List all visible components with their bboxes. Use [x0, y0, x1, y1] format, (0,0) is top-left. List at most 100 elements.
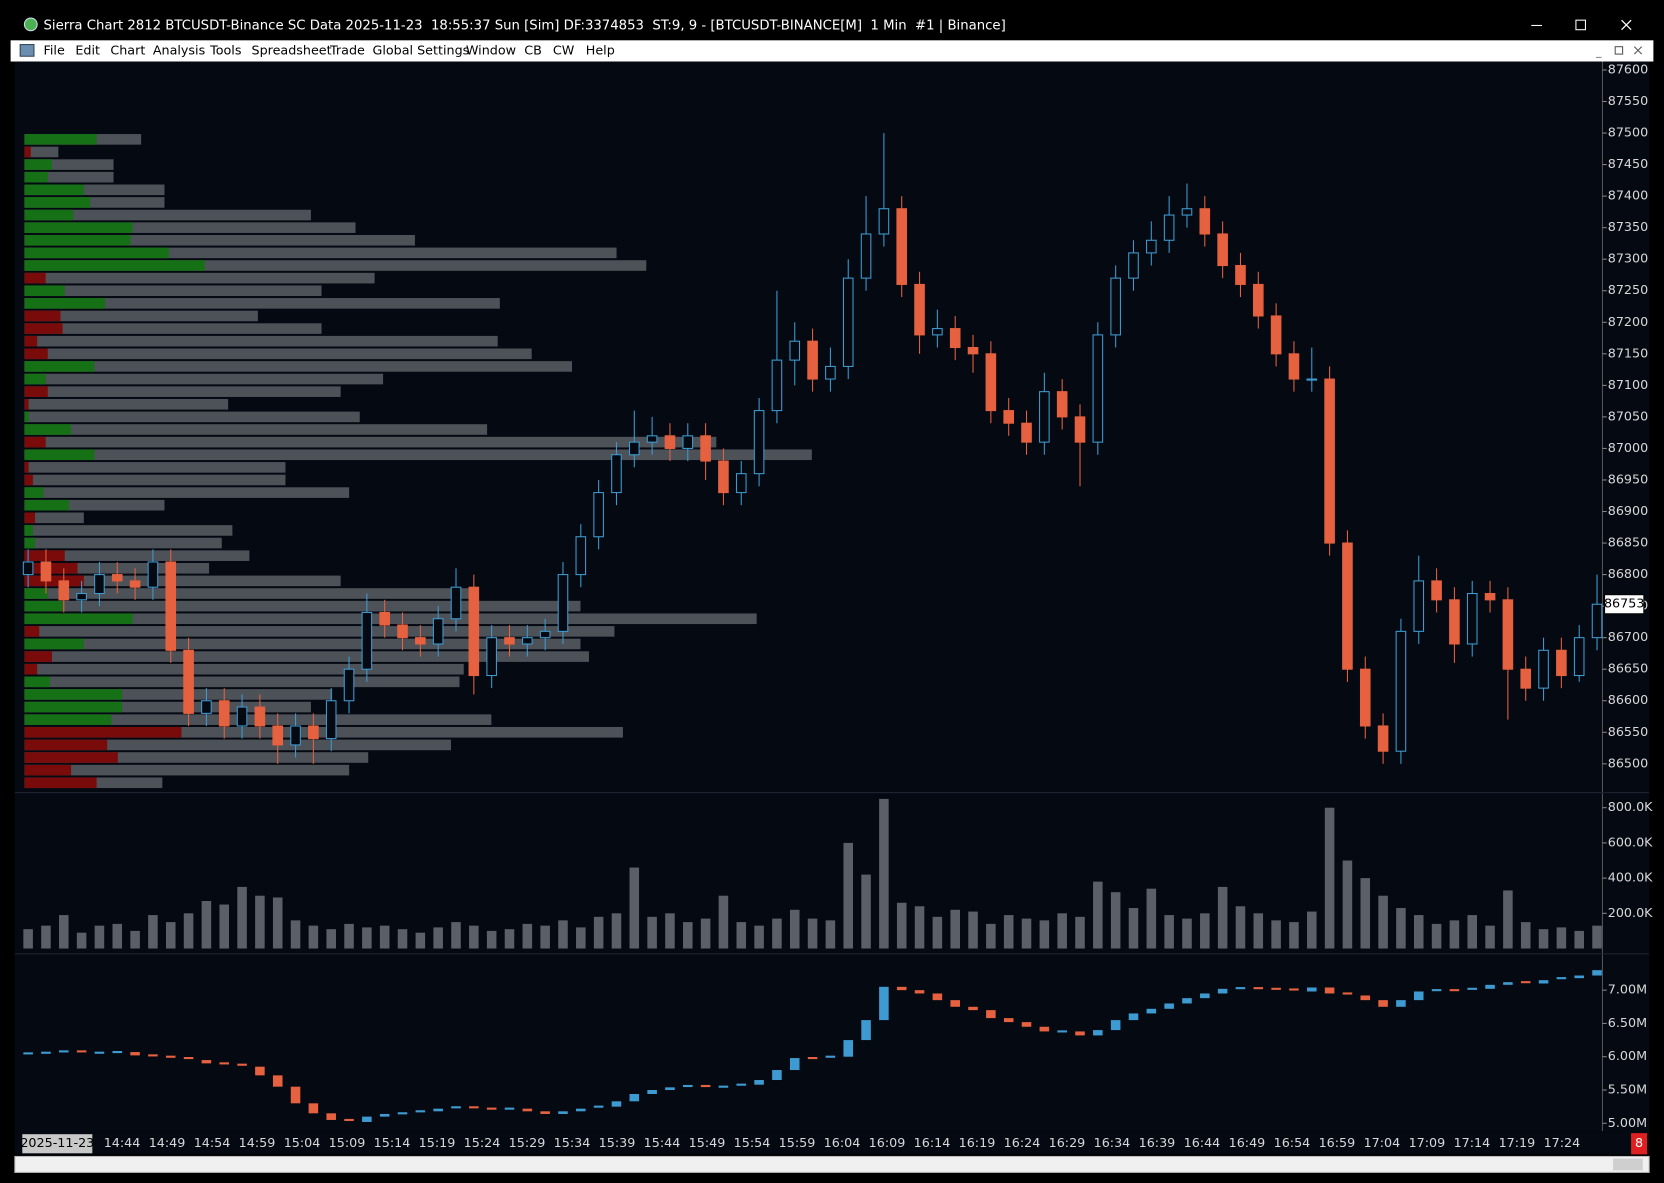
delta-bar — [1413, 991, 1424, 1001]
mdi-close[interactable] — [1633, 46, 1643, 55]
volume-bar — [789, 909, 800, 949]
y-tick-label: 5.50M — [1608, 1083, 1647, 1098]
scrollbar[interactable] — [14, 1155, 1650, 1173]
candle-body — [183, 649, 194, 714]
time-label: 16:34 — [1094, 1136, 1131, 1151]
candle-body — [40, 561, 52, 582]
time-label: 15:59 — [779, 1136, 816, 1151]
menu-item[interactable]: Edit — [75, 43, 100, 58]
candle-body — [1449, 599, 1460, 645]
menu-item[interactable]: File — [44, 43, 65, 58]
close-button[interactable] — [1621, 19, 1632, 31]
menu-item[interactable]: Tools — [209, 43, 241, 58]
candle-body — [932, 328, 943, 336]
mdi-minimize[interactable]: _ — [1595, 45, 1602, 58]
candle-body — [361, 611, 373, 670]
candle-body — [628, 441, 640, 456]
candle-body — [504, 637, 515, 645]
candle-body — [1217, 233, 1228, 267]
menu-item[interactable]: Window — [466, 43, 516, 58]
menu-item[interactable]: Trade — [329, 43, 365, 58]
time-label: 16:04 — [824, 1136, 861, 1151]
profile-volume-bar — [24, 575, 341, 587]
menu-item[interactable]: Spreadsheet — [252, 43, 332, 58]
maximize-button[interactable] — [1575, 19, 1586, 31]
y-tick-label: 200.0K — [1608, 906, 1653, 921]
mdi-restore[interactable] — [1614, 46, 1624, 55]
delta-bar — [736, 1083, 747, 1086]
last-price-box — [1604, 594, 1645, 615]
delta-bar — [772, 1070, 782, 1081]
candle-body — [432, 618, 444, 645]
volume-bar — [1307, 911, 1317, 949]
y-tick-label: 87100 — [1608, 378, 1648, 393]
volume-bar — [433, 927, 443, 949]
candle-body — [1520, 668, 1532, 689]
menu-item[interactable]: Analysis — [153, 43, 205, 58]
y-tick-label: 87350 — [1608, 220, 1648, 235]
delta-bar — [1110, 1020, 1121, 1031]
profile-volume-bar — [24, 335, 498, 347]
delta-bar — [647, 1090, 657, 1095]
scroll-thumb[interactable] — [1613, 1158, 1643, 1171]
delta-bar — [469, 1106, 479, 1109]
menu-item[interactable]: Help — [586, 43, 615, 58]
y-tick-label: 87150 — [1608, 346, 1648, 361]
profile-delta-bar — [24, 689, 123, 700]
volume-bar — [1556, 927, 1567, 949]
delta-bar — [914, 990, 925, 994]
badge: 8 — [1635, 1136, 1643, 1151]
candle-body — [700, 435, 711, 462]
delta-bar — [1200, 993, 1210, 999]
candle-body — [1039, 391, 1050, 443]
volume-bar — [308, 925, 319, 949]
volume-bar — [1360, 878, 1371, 949]
menu-item[interactable]: CW — [553, 43, 575, 58]
profile-volume-bar — [24, 588, 477, 599]
delta-bar — [362, 1116, 372, 1122]
candle-body — [896, 208, 908, 285]
profile-volume-bar — [24, 474, 286, 486]
volume-bar — [1003, 915, 1014, 949]
profile-delta-bar — [24, 424, 72, 435]
delta-bar — [1485, 984, 1495, 989]
delta-bar — [451, 1106, 461, 1109]
candle-body — [1556, 649, 1567, 677]
profile-delta-bar — [24, 487, 44, 498]
profile-volume-bar — [24, 499, 165, 511]
volume-bar — [896, 902, 907, 949]
chart-icon[interactable] — [19, 44, 35, 57]
profile-volume-bar — [24, 159, 114, 170]
profile-delta-bar — [24, 462, 29, 473]
volume-bar — [593, 916, 604, 949]
y-tick-label: 87500 — [1608, 126, 1648, 141]
menu-item[interactable]: CB — [524, 43, 542, 58]
profile-delta-bar — [24, 512, 36, 524]
menu-item[interactable]: Chart — [110, 43, 145, 58]
y-tick-label: 86550 — [1608, 725, 1648, 740]
candle-body — [379, 611, 390, 626]
profile-delta-bar — [24, 398, 29, 410]
profile-volume-bar — [24, 537, 222, 549]
volume-bar — [1235, 906, 1246, 949]
candle-body — [290, 725, 301, 746]
delta-bar — [932, 993, 943, 1001]
volume-bar — [469, 925, 479, 949]
delta-bar — [861, 1020, 871, 1041]
time-label: 16:14 — [914, 1136, 951, 1151]
candle-body — [522, 637, 533, 645]
menu-item[interactable]: Global Settings — [372, 43, 469, 58]
profile-volume-bar — [24, 449, 812, 461]
delta-bar — [576, 1108, 586, 1112]
time-axis-area — [14, 1131, 1650, 1155]
volume-bar — [754, 925, 764, 949]
profile-volume-bar — [24, 184, 165, 196]
candle-body — [1110, 277, 1121, 336]
volume-bar — [59, 915, 69, 949]
delta-bar — [326, 1113, 336, 1120]
y-tick-label: 6.00M — [1608, 1049, 1647, 1064]
volume-bar — [290, 920, 301, 949]
y-tick-label: 87600 — [1608, 62, 1648, 77]
profile-volume-bar — [24, 487, 350, 498]
candle-body — [415, 637, 426, 645]
